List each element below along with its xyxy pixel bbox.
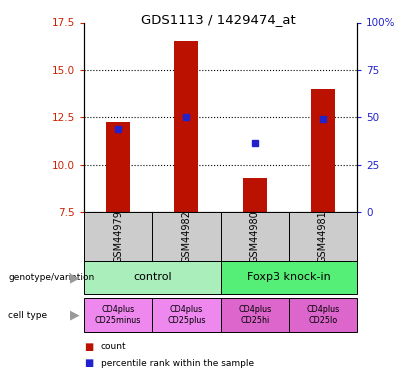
Text: CD4plus
CD25lo: CD4plus CD25lo: [306, 305, 339, 325]
Text: genotype/variation: genotype/variation: [8, 273, 95, 282]
Bar: [152, 212, 221, 261]
Text: ▶: ▶: [70, 271, 80, 284]
Bar: [152, 298, 221, 332]
Bar: [243, 178, 267, 212]
Text: CD4plus
CD25hi: CD4plus CD25hi: [238, 305, 271, 325]
Text: percentile rank within the sample: percentile rank within the sample: [101, 358, 254, 368]
Text: cell type: cell type: [8, 310, 47, 320]
Text: ■: ■: [84, 342, 93, 352]
Bar: [220, 261, 357, 294]
Bar: [220, 298, 289, 332]
Text: GDS1113 / 1429474_at: GDS1113 / 1429474_at: [141, 13, 296, 26]
Text: CD4plus
CD25plus: CD4plus CD25plus: [167, 305, 206, 325]
Bar: [174, 42, 198, 212]
Text: control: control: [133, 273, 171, 282]
Text: Foxp3 knock-in: Foxp3 knock-in: [247, 273, 331, 282]
Text: ■: ■: [84, 358, 93, 368]
Bar: [106, 122, 130, 212]
Text: count: count: [101, 342, 126, 351]
Bar: [311, 89, 335, 212]
Bar: [289, 212, 357, 261]
Bar: [289, 298, 357, 332]
Text: GSM44982: GSM44982: [181, 210, 192, 262]
Text: ▶: ▶: [70, 309, 80, 321]
Bar: [220, 212, 289, 261]
Bar: [84, 261, 220, 294]
Text: GSM44979: GSM44979: [113, 210, 123, 262]
Text: CD4plus
CD25minus: CD4plus CD25minus: [95, 305, 141, 325]
Bar: [84, 212, 152, 261]
Bar: [84, 298, 152, 332]
Text: GSM44981: GSM44981: [318, 210, 328, 262]
Text: GSM44980: GSM44980: [249, 210, 260, 262]
